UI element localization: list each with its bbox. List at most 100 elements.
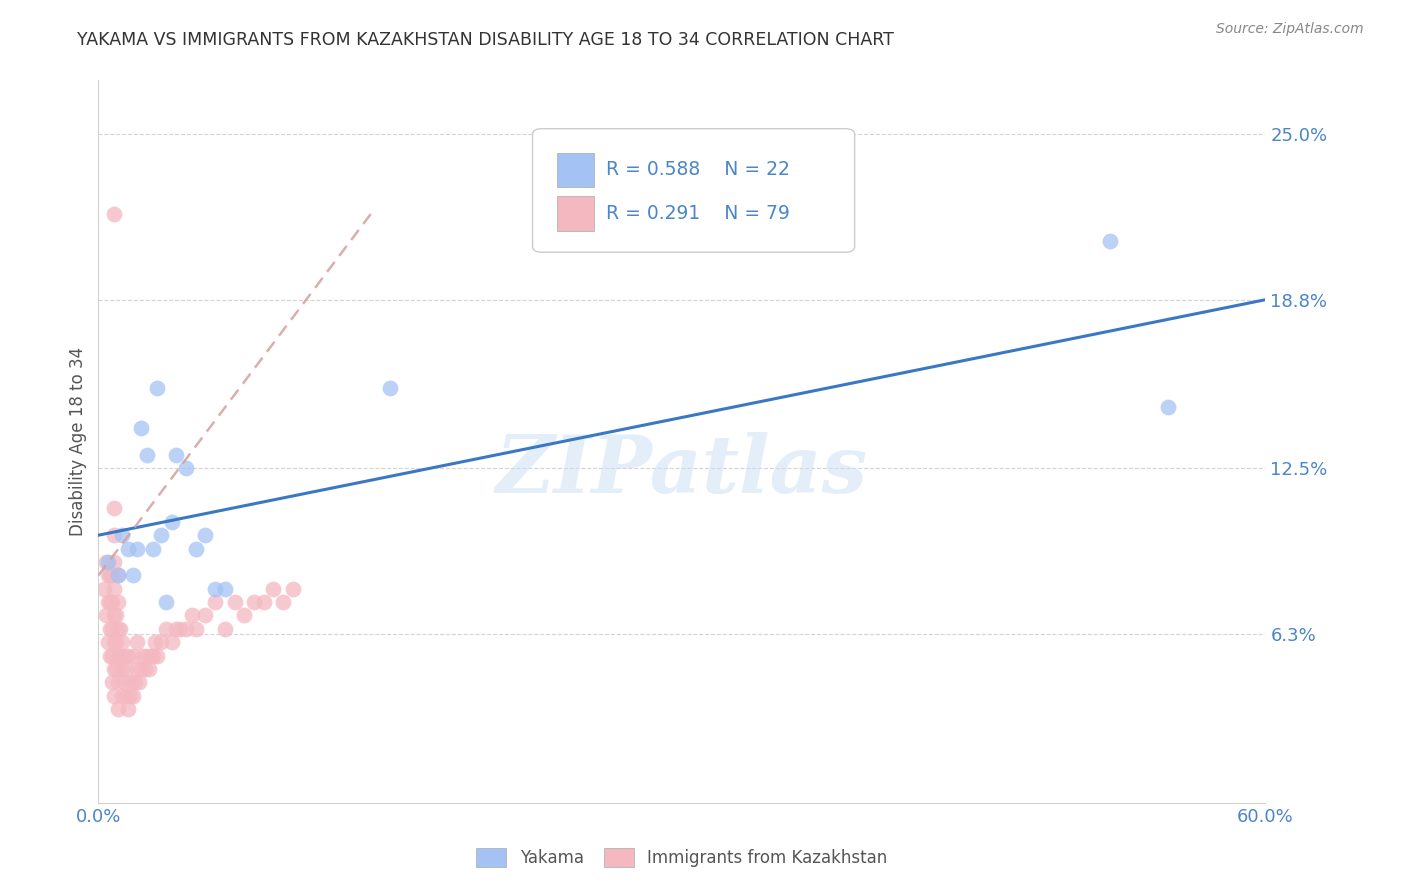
Point [101,622,124,636]
Point [108,648,131,663]
Point [97,555,120,569]
Point [98,595,121,609]
Point [129,421,152,435]
Point [253,595,276,609]
Point [96,608,118,623]
Point [174,461,197,475]
Point [155,595,177,609]
Point [281,582,304,596]
Point [103,582,125,596]
Point [103,689,125,703]
Point [155,622,177,636]
Point [101,675,124,690]
Point [224,595,246,609]
Point [146,381,169,395]
Point [127,635,149,649]
Point [143,635,166,649]
Point [180,608,202,623]
Point [129,662,152,676]
Point [97,595,120,609]
Point [114,689,136,703]
Point [103,608,125,623]
Point [103,528,125,542]
Text: YAKAMA VS IMMIGRANTS FROM KAZAKHSTAN DISABILITY AGE 18 TO 34 CORRELATION CHART: YAKAMA VS IMMIGRANTS FROM KAZAKHSTAN DIS… [77,31,894,49]
Point [101,568,124,582]
Bar [557,196,595,230]
Point [194,528,217,542]
Point [127,541,149,556]
Point [1157,400,1180,414]
Point [112,675,135,690]
Point [146,648,169,663]
Point [97,635,120,649]
Point [104,608,127,623]
Point [127,662,149,676]
Point [103,555,125,569]
Point [103,501,125,516]
Point [93,582,115,596]
Point [162,635,184,649]
Point [103,662,125,676]
Point [149,635,172,649]
Point [380,381,402,395]
Point [104,635,127,649]
Point [114,662,136,676]
Point [103,635,125,649]
Text: R = 0.588    N = 22: R = 0.588 N = 22 [606,161,790,179]
Point [98,622,121,636]
Point [124,675,146,690]
Point [122,648,145,663]
Point [136,448,159,462]
Point [107,622,129,636]
Point [101,595,124,609]
Point [214,622,236,636]
Point [103,207,125,221]
Point [243,595,266,609]
Point [117,702,139,716]
Text: Source: ZipAtlas.com: Source: ZipAtlas.com [1216,22,1364,37]
Point [149,528,172,542]
Point [162,515,184,529]
Point [107,568,129,582]
Point [107,648,129,663]
Point [184,622,207,636]
Point [111,689,134,703]
FancyBboxPatch shape [533,128,855,252]
Point [165,448,187,462]
Point [101,648,124,663]
Legend: Yakama, Immigrants from Kazakhstan: Yakama, Immigrants from Kazakhstan [470,841,894,874]
Point [111,662,134,676]
Point [121,675,143,690]
Point [262,582,284,596]
Point [98,648,121,663]
Point [117,648,139,663]
Point [96,555,118,569]
Point [271,595,294,609]
Point [111,635,134,649]
Point [142,541,165,556]
Point [111,528,134,542]
Bar [557,153,595,187]
Point [204,595,226,609]
Point [132,648,155,663]
Point [122,689,145,703]
Point [97,568,120,582]
Point [194,608,217,623]
Point [1098,234,1121,248]
Point [107,675,129,690]
Point [165,622,187,636]
Text: R = 0.291    N = 79: R = 0.291 N = 79 [606,203,790,223]
Y-axis label: Disability Age 18 to 34: Disability Age 18 to 34 [69,347,87,536]
Point [108,622,131,636]
Point [107,702,129,716]
Point [128,675,150,690]
Point [118,689,141,703]
Point [184,541,207,556]
Point [134,662,156,676]
Point [204,582,226,596]
Point [98,568,121,582]
Text: ZIPatlas: ZIPatlas [496,432,868,509]
Point [104,662,127,676]
Point [233,608,256,623]
Point [117,541,139,556]
